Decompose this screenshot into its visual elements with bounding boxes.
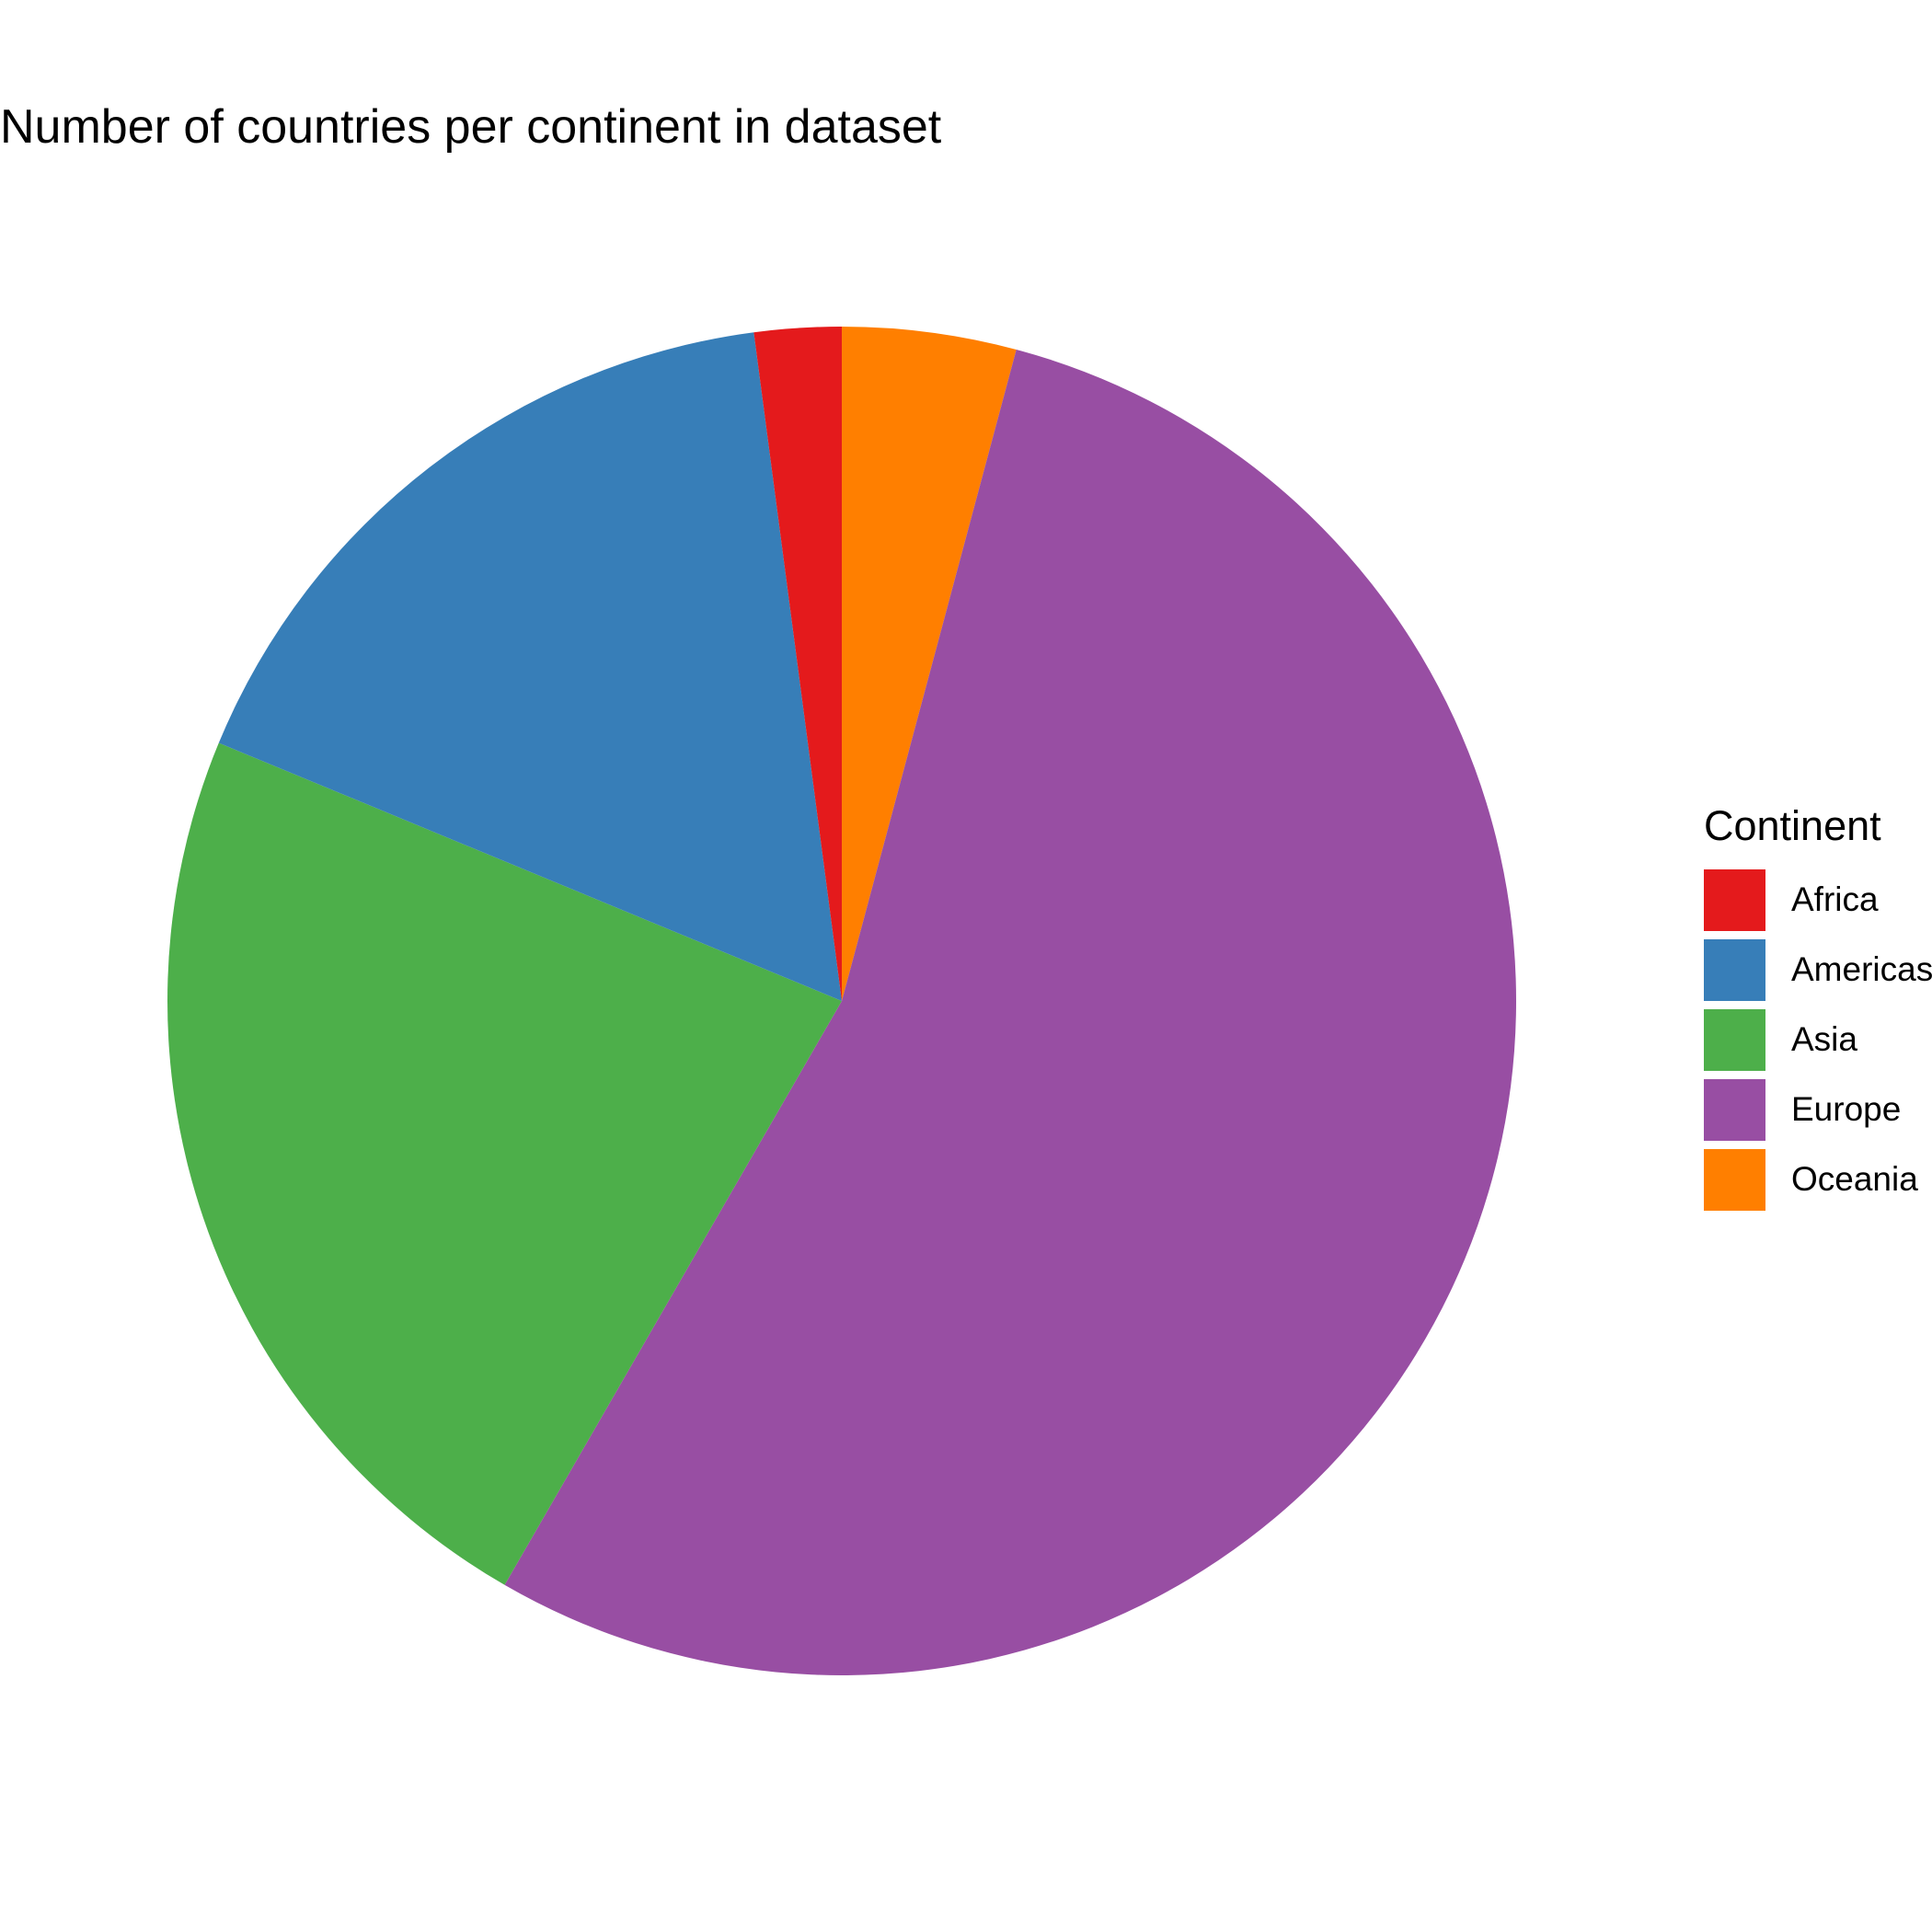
legend-swatch-oceania: [1704, 1148, 1765, 1211]
legend-label-europe: Europe: [1791, 1090, 1902, 1128]
legend-items: Africa Americas Asia Europe Oceania: [1704, 867, 1932, 1213]
legend-label-africa: Africa: [1791, 880, 1879, 918]
legend-item-oceania: Oceania: [1704, 1146, 1932, 1213]
legend-label-oceania: Oceania: [1791, 1160, 1918, 1198]
legend-item-europe: Europe: [1704, 1076, 1932, 1143]
legend-item-africa: Africa: [1704, 867, 1932, 933]
legend-item-americas: Americas: [1704, 937, 1932, 1003]
pie-slice-asia: [167, 742, 843, 1585]
legend-label-americas: Americas: [1791, 950, 1932, 988]
legend-swatch-europe: [1704, 1078, 1765, 1141]
legend-swatch-africa: [1704, 868, 1765, 931]
legend-swatch-americas: [1704, 938, 1765, 1001]
pie-slice-americas: [218, 332, 843, 1002]
pie-slice-africa: [753, 327, 842, 1001]
legend-item-asia: Asia: [1704, 1006, 1932, 1073]
chart-title: Number of countries per continent in dat…: [0, 100, 942, 154]
legend-swatch-asia: [1704, 1008, 1765, 1071]
pie-slice-europe: [504, 349, 1516, 1676]
legend-label-asia: Asia: [1791, 1020, 1857, 1058]
legend-title: Continent: [1704, 802, 1881, 849]
pie-slice-oceania: [842, 327, 1017, 1001]
legend: Continent Africa Americas Asia Europe Oceani…: [1704, 799, 1932, 1213]
